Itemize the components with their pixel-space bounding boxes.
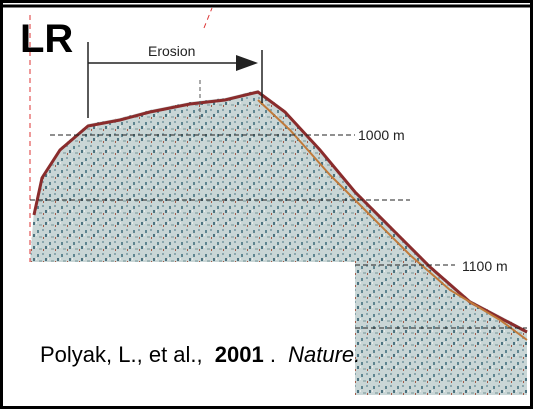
- citation-authors: Polyak, L., et al.,: [40, 342, 203, 367]
- annotation: 1100 m: [462, 258, 508, 274]
- citation-year: 2001: [215, 342, 264, 367]
- annotation: 1000 m: [358, 127, 405, 143]
- figure-label: LR: [20, 17, 73, 61]
- annotation: Erosion: [148, 43, 195, 59]
- citation-separator: .: [270, 342, 276, 367]
- citation-journal: Nature.: [288, 342, 360, 367]
- citation: Polyak, L., et al., 2001 . Nature.: [40, 342, 360, 367]
- figure: LR Erosion 1000 m 1100 m Polyak, L., et …: [0, 0, 533, 409]
